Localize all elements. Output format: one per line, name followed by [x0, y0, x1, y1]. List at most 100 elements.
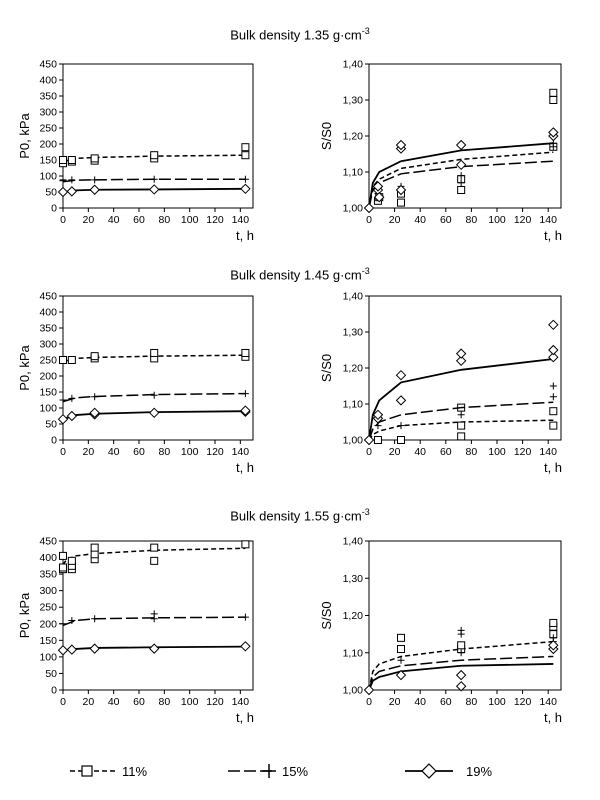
series-11pct [59, 143, 250, 168]
data-point [395, 184, 407, 196]
x-tick-label: 140 [539, 446, 557, 458]
fit-curve [368, 640, 554, 691]
data-point [150, 556, 159, 565]
x-tick-label: 120 [206, 696, 224, 708]
data-point [148, 184, 160, 195]
data-point [89, 184, 100, 195]
data-point [549, 382, 557, 390]
data-point [91, 393, 99, 401]
y-tick-label: 1,20 [343, 363, 364, 375]
fit-curve [62, 547, 246, 566]
data-point [241, 613, 249, 621]
y-tick-label: 450 [39, 291, 57, 303]
fit-curve [368, 663, 554, 691]
y-tick-label: 0 [51, 435, 57, 447]
data-point [59, 156, 67, 164]
data-point [548, 640, 559, 651]
y-tick-label: 1,00 [343, 685, 364, 697]
y-tick-label: 0 [51, 203, 57, 215]
title-dot: · [340, 267, 345, 283]
plot-area-frame [62, 540, 254, 691]
x-tick-label: 0 [366, 696, 372, 708]
x-tick-label: 100 [488, 214, 506, 226]
chart-panel-2: 1,00 1,10 1,20 1,30 1,40 0 20 40 60 80 100 120 140 t,… [319, 59, 562, 244]
x-tick-label: 60 [133, 446, 145, 458]
data-point [68, 616, 76, 624]
chart-panel-4: 1,00 1,10 1,20 1,30 1,40 0 20 40 60 80 100 120 140 t,… [319, 291, 562, 476]
x-axis-label: t, h [236, 460, 254, 475]
y-tick-label: 350 [39, 323, 57, 335]
x-tick-label: 140 [232, 214, 250, 226]
y-tick-label: 100 [39, 171, 57, 183]
data-point [457, 172, 465, 180]
series-19pct [363, 640, 559, 696]
data-point [549, 618, 558, 627]
y-tick-label: 1,20 [343, 131, 364, 143]
data-point [397, 633, 405, 642]
series-19pct [363, 319, 559, 446]
x-tick-label: 40 [414, 214, 426, 226]
fit-curve [368, 655, 554, 691]
data-point [548, 344, 559, 356]
y-tick-label: 1,20 [343, 610, 364, 622]
chart-panel-6: 1,00 1,10 1,20 1,30 1,40 0 20 40 60 80 100 120 140 t,… [319, 536, 562, 726]
x-tick-label: 0 [60, 696, 66, 708]
x-tick-label: 40 [108, 446, 120, 458]
data-point [457, 641, 466, 650]
x-tick-label: 20 [82, 446, 94, 458]
data-point [372, 181, 384, 192]
x-tick-label: 0 [366, 446, 372, 458]
data-point [150, 543, 159, 552]
fit-curve [368, 358, 554, 441]
x-tick-label: 120 [514, 214, 532, 226]
y-tick-label: 250 [39, 355, 57, 367]
data-point [549, 96, 558, 104]
data-point [240, 405, 251, 416]
data-point [148, 407, 160, 419]
data-point [148, 643, 160, 654]
data-point [57, 645, 69, 656]
data-point [240, 641, 251, 652]
x-tick-label: 60 [440, 446, 452, 458]
data-point [397, 656, 405, 664]
data-point [91, 615, 99, 623]
x-tick-label: 0 [60, 214, 66, 226]
chart-panel-5: 0 50 100 150 200 250 300 350 400 450 0 20 40 60 80 100 1… [17, 536, 254, 726]
x-tick-label: 140 [232, 446, 250, 458]
x-tick-label: 100 [488, 446, 506, 458]
data-point [90, 550, 99, 559]
title-exponent: -3 [361, 26, 370, 36]
x-tick-label: 100 [181, 214, 199, 226]
series-19pct [57, 183, 251, 198]
data-point [457, 649, 465, 657]
data-point [57, 413, 69, 425]
legend: 11% 15% 19% [70, 763, 492, 779]
title-dot: · [340, 27, 345, 43]
y-axis-label: S/S0 [319, 122, 334, 150]
data-point [241, 540, 250, 549]
series-11pct [59, 540, 250, 574]
data-point [59, 396, 67, 404]
data-point [150, 175, 158, 183]
legend-item-1: 11% [70, 764, 147, 779]
x-tick-label: 20 [389, 214, 401, 226]
y-tick-label: 1,40 [343, 536, 364, 548]
y-tick-label: 200 [39, 139, 57, 151]
y-axis-label: P0, kPa [17, 592, 32, 638]
chart-panel-3: 0 50 100 150 200 250 300 350 400 450 0 20 40 60 80 100 1… [17, 291, 254, 476]
x-tick-label: 60 [133, 214, 145, 226]
y-tick-label: 1,10 [343, 399, 364, 411]
y-tick-label: 50 [45, 187, 57, 199]
data-point [549, 407, 558, 416]
legend-item-2: 15% [228, 764, 308, 779]
y-axis-label: P0, kPa [17, 112, 32, 158]
legend-label: 11% [122, 764, 147, 779]
data-point [363, 434, 375, 446]
y-tick-label: 1,10 [343, 167, 364, 179]
data-point [57, 186, 69, 198]
y-tick-label: 400 [39, 75, 57, 87]
y-tick-label: 150 [39, 155, 57, 167]
x-tick-label: 60 [440, 696, 452, 708]
x-tick-label: 120 [514, 696, 532, 708]
y-tick-label: 1,10 [343, 647, 364, 659]
